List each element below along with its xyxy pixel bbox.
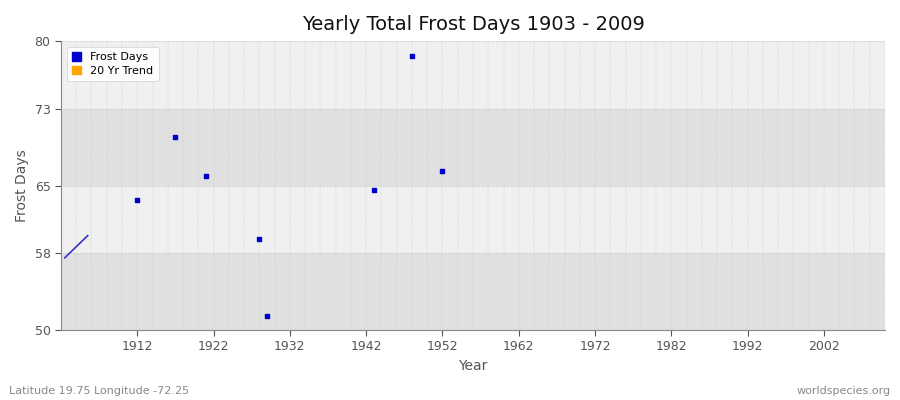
- Text: Latitude 19.75 Longitude -72.25: Latitude 19.75 Longitude -72.25: [9, 386, 189, 396]
- Title: Yearly Total Frost Days 1903 - 2009: Yearly Total Frost Days 1903 - 2009: [302, 15, 644, 34]
- Legend: Frost Days, 20 Yr Trend: Frost Days, 20 Yr Trend: [67, 47, 158, 81]
- Point: [260, 312, 274, 319]
- Y-axis label: Frost Days: Frost Days: [15, 149, 29, 222]
- Bar: [61, 108, 885, 186]
- Point: [252, 235, 266, 242]
- Point: [366, 187, 381, 194]
- Point: [405, 52, 419, 59]
- Point: [199, 173, 213, 179]
- Point: [130, 197, 145, 203]
- Text: worldspecies.org: worldspecies.org: [796, 386, 891, 396]
- X-axis label: Year: Year: [458, 359, 488, 373]
- Bar: [61, 253, 885, 330]
- Point: [436, 168, 450, 174]
- Point: [168, 134, 183, 141]
